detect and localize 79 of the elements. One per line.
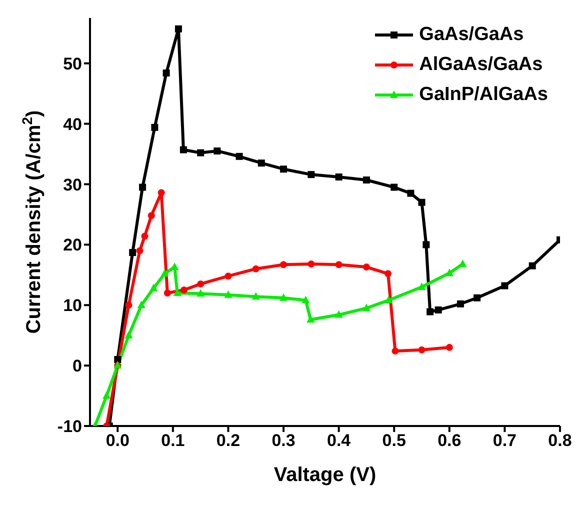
point [280, 293, 288, 301]
point [102, 391, 111, 399]
x-axis-title: Valtage (V) [274, 464, 376, 486]
point [180, 286, 188, 294]
point [418, 346, 426, 354]
x-tick-label: 0.6 [438, 431, 462, 450]
legend-label: GaInP/AlGaAs [419, 84, 548, 106]
point [224, 290, 232, 298]
point [445, 268, 454, 276]
point [180, 146, 187, 154]
y-tick-label: 50 [63, 54, 82, 74]
point [456, 300, 464, 308]
point [422, 241, 430, 248]
point [335, 173, 342, 180]
point [252, 265, 260, 272]
y-tick-label: 10 [63, 296, 82, 316]
point [474, 294, 481, 302]
point [334, 310, 343, 318]
point [308, 260, 315, 268]
point [258, 160, 265, 167]
point [136, 247, 144, 254]
point [426, 308, 434, 316]
legend-label: GaAs/GaAs [419, 24, 524, 46]
point [124, 330, 133, 338]
point [392, 348, 399, 355]
point [501, 282, 508, 290]
point [302, 296, 310, 304]
point [280, 261, 288, 268]
y-tick-label: 30 [63, 175, 82, 194]
point [384, 296, 393, 304]
y-tick-label: 20 [63, 236, 82, 255]
x-tick-label: 0.4 [327, 431, 352, 450]
x-tick-label: 0.0 [106, 431, 130, 450]
point [280, 166, 288, 173]
point [150, 284, 158, 292]
point [141, 232, 148, 240]
x-tick-label: 0.1 [161, 431, 185, 450]
point [125, 302, 132, 309]
point [418, 282, 426, 290]
point [151, 124, 158, 131]
point [335, 261, 342, 268]
point [214, 147, 221, 154]
point [418, 198, 426, 206]
point [528, 262, 536, 270]
point [197, 149, 204, 156]
point [362, 304, 370, 312]
y-tick-label: 0 [72, 356, 82, 376]
y-tick-label: -10 [57, 417, 82, 436]
x-tick-label: 0.8 [548, 431, 572, 450]
point [160, 269, 169, 277]
x-tick-label: 0.7 [492, 431, 517, 450]
point [162, 70, 170, 77]
point [129, 249, 136, 256]
point [362, 176, 370, 184]
point [306, 315, 315, 323]
point [252, 292, 260, 300]
y-tick-label: 40 [63, 114, 82, 134]
point [390, 184, 398, 191]
point [174, 25, 182, 32]
point [158, 189, 165, 196]
point [224, 272, 232, 280]
x-tick-label: 0.3 [272, 431, 296, 450]
legend-label: AlGaAs/GaAs [419, 54, 543, 76]
x-tick-label: 0.5 [382, 431, 406, 450]
point [164, 290, 171, 297]
point [196, 289, 205, 297]
x-tick-label: 0.2 [216, 431, 240, 450]
point [139, 184, 146, 191]
point [137, 300, 146, 308]
point [197, 280, 204, 288]
point [407, 190, 414, 197]
point [114, 356, 122, 364]
point [384, 270, 392, 278]
point [148, 212, 155, 220]
point [446, 344, 453, 351]
point [362, 264, 370, 271]
point [308, 171, 315, 178]
point [236, 152, 243, 160]
point [434, 306, 442, 314]
